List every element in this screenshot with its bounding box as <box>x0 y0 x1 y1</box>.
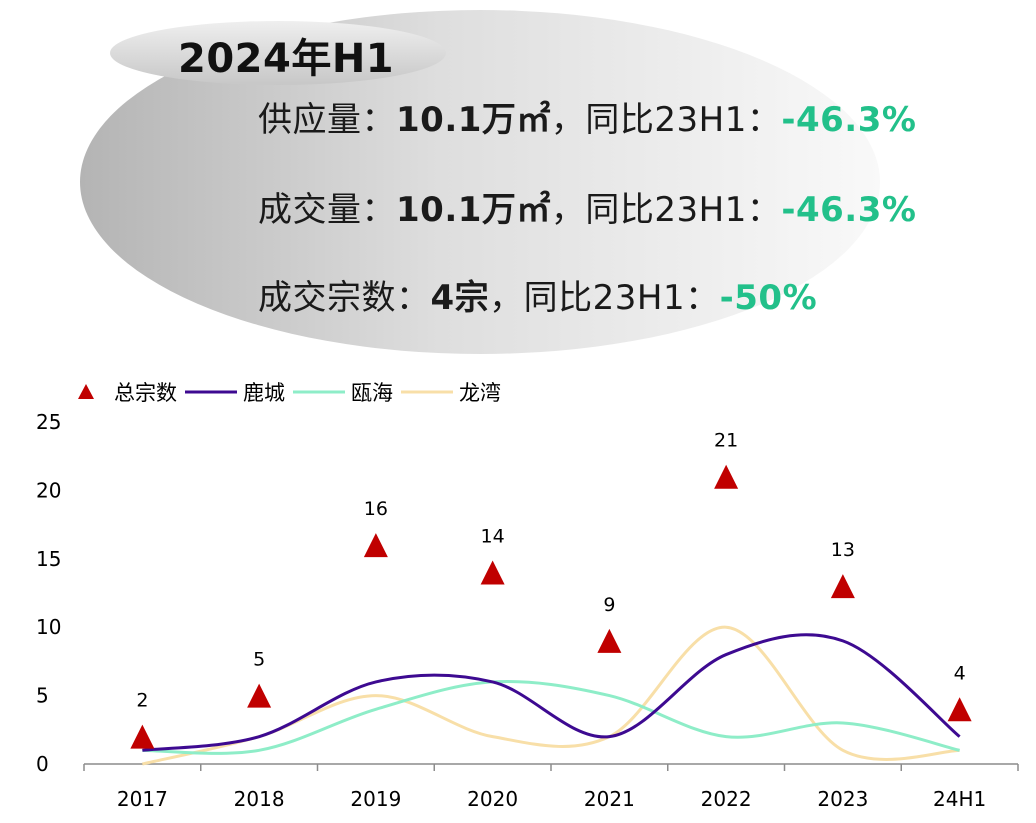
total-marker <box>363 533 388 558</box>
x-tick-label: 24H1 <box>933 787 986 811</box>
deal-count-sep: ， <box>489 278 524 318</box>
transaction-line: 成交量：10.1万㎡，同比23H1：-46.3% <box>258 182 916 231</box>
total-data-label: 5 <box>253 649 265 671</box>
summary-ellipse <box>80 10 880 354</box>
transaction-value: 10.1万㎡ <box>396 190 551 230</box>
summary-background <box>80 10 880 354</box>
legend: 总宗数 鹿城 瓯海 龙湾 <box>78 381 501 405</box>
legend-label-0: 总宗数 <box>114 381 177 405</box>
legend-label-3: 龙湾 <box>459 381 501 405</box>
legend-swatch-total <box>78 384 94 399</box>
series-lines <box>142 625 961 766</box>
y-tick-label: 10 <box>36 615 61 639</box>
x-tick-label: 2019 <box>350 787 401 811</box>
legend-label-1: 鹿城 <box>243 381 285 405</box>
title-pill <box>110 21 446 85</box>
x-tick-label: 2021 <box>584 787 635 811</box>
total-marker <box>480 560 505 585</box>
x-tick-label: 2018 <box>234 787 285 811</box>
total-data-label: 13 <box>831 539 855 561</box>
transaction-compare: 同比23H1： <box>585 190 782 230</box>
x-tick-label: 2022 <box>701 787 752 811</box>
y-tick-label: 0 <box>36 752 49 776</box>
y-tick-label: 20 <box>36 478 61 502</box>
x-axis: 2017 2018 2019 2020 2021 2022 2023 24H1 <box>83 763 1019 811</box>
total-marker <box>947 697 972 722</box>
x-tick-label: 2020 <box>467 787 518 811</box>
supply-sep: ， <box>550 100 586 140</box>
total-marker <box>714 464 739 489</box>
supply-value: 10.1万㎡ <box>396 100 551 140</box>
total-markers: 2 5 16 14 9 21 13 4 <box>130 430 972 749</box>
series-line-2 <box>142 680 960 755</box>
y-tick-label: 5 <box>36 684 49 708</box>
transaction-change: -46.3% <box>781 190 917 230</box>
transaction-label: 成交量： <box>258 190 396 230</box>
total-data-label: 16 <box>364 498 388 520</box>
deal-count-value: 4宗 <box>430 278 490 318</box>
total-data-label: 4 <box>954 662 966 684</box>
x-tick-label: 2023 <box>817 787 868 811</box>
legend-label-2: 瓯海 <box>351 381 393 405</box>
total-data-label: 14 <box>481 525 505 547</box>
deal-count-compare: 同比23H1： <box>523 278 720 318</box>
total-marker <box>597 628 622 653</box>
deal-count-change: -50% <box>719 278 818 318</box>
total-data-label: 2 <box>136 690 148 712</box>
supply-line: 供应量：10.1万㎡，同比23H1：-46.3% <box>258 92 916 141</box>
series-line-1 <box>142 633 961 752</box>
y-axis: 0 5 10 15 20 25 <box>36 410 61 776</box>
total-marker <box>130 724 155 749</box>
supply-label: 供应量： <box>258 100 396 140</box>
total-marker <box>247 683 272 708</box>
deal-count-label: 成交宗数： <box>258 278 431 318</box>
y-tick-label: 25 <box>36 410 61 434</box>
period-title: 2024年H1 <box>178 36 395 82</box>
supply-compare: 同比23H1： <box>585 100 782 140</box>
total-data-label: 21 <box>714 430 738 452</box>
total-marker <box>830 574 855 599</box>
transaction-sep: ， <box>550 190 586 230</box>
x-tick-label: 2017 <box>117 787 168 811</box>
total-data-label: 9 <box>603 594 615 616</box>
deal-count-line: 成交宗数：4宗，同比23H1：-50% <box>258 270 817 319</box>
supply-change: -46.3% <box>781 100 917 140</box>
y-tick-label: 15 <box>36 547 61 571</box>
